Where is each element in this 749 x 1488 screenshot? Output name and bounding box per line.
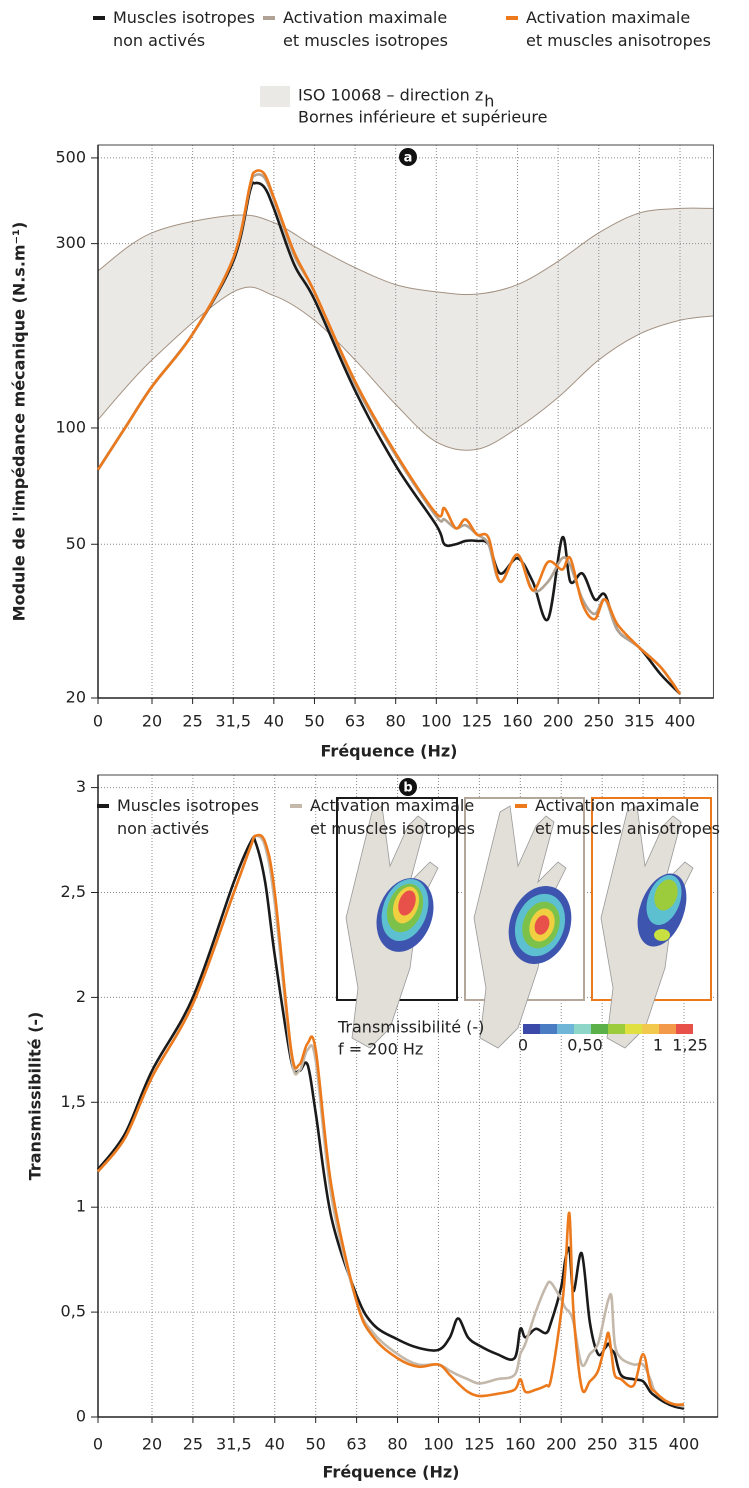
x-tick-label: 250: [583, 712, 614, 731]
y-tick-label: 0: [76, 1407, 86, 1426]
x-tick-label: 80: [386, 712, 406, 731]
x-tick-label: 0: [93, 1435, 103, 1454]
x-tick-label: 50: [304, 712, 324, 731]
x-tick-label: 80: [387, 1435, 407, 1454]
x-tick-label: 200: [543, 712, 574, 731]
y-tick-label: 50: [66, 534, 86, 553]
colorbar-label: 1: [653, 1036, 663, 1055]
y-tick-label: 0,5: [61, 1302, 86, 1321]
legend-label: ISO 10068 – direction z: [298, 86, 483, 105]
x-tick-label: 20: [142, 1435, 162, 1454]
x-tick-label: 315: [628, 1435, 659, 1454]
band-area: [98, 208, 713, 450]
x-tick-label: 0: [93, 712, 103, 731]
x-tick-label: 50: [306, 1435, 326, 1454]
x-tick-label: 160: [502, 712, 533, 731]
x-tick-label: 160: [505, 1435, 536, 1454]
colorbar-label: 0,50: [567, 1036, 603, 1055]
panel-label: b: [403, 781, 412, 796]
x-tick-label: 63: [345, 712, 365, 731]
x-tick-label: 31,5: [216, 1435, 252, 1454]
legend-label: Bornes inférieure et supérieure: [298, 108, 547, 127]
y-axis-label: Transmissibilité (-): [26, 1012, 45, 1181]
x-tick-label: 400: [669, 1435, 700, 1454]
colorbar-label: 1,25: [672, 1036, 708, 1055]
y-tick-label: 1: [76, 1197, 86, 1216]
inset-title: Transmissibilité (-): [337, 1018, 484, 1037]
x-tick-label: 40: [264, 712, 284, 731]
x-tick-label: 100: [421, 712, 452, 731]
y-tick-label: 2: [76, 987, 86, 1006]
legend-swatch: [260, 86, 290, 107]
y-tick-label: 300: [55, 233, 86, 252]
x-tick-label: 200: [546, 1435, 577, 1454]
x-tick-label: 400: [665, 712, 696, 731]
colorbar-label: 0: [518, 1036, 528, 1055]
inset-frequency: f = 200 Hz: [338, 1040, 423, 1059]
x-axis-label: Fréquence (Hz): [321, 742, 458, 761]
x-tick-label: 315: [624, 712, 655, 731]
x-tick-label: 100: [423, 1435, 454, 1454]
y-tick-label: 20: [66, 688, 86, 707]
x-tick-label: 25: [182, 712, 202, 731]
colorbar: [523, 1024, 693, 1034]
x-tick-label: 63: [346, 1435, 366, 1454]
y-tick-label: 500: [55, 147, 86, 166]
y-tick-label: 100: [55, 417, 86, 436]
x-tick-label: 20: [142, 712, 162, 731]
y-tick-label: 1,5: [61, 1092, 86, 1111]
x-tick-label: 250: [587, 1435, 618, 1454]
x-tick-label: 40: [265, 1435, 285, 1454]
x-tick-label: 31,5: [215, 712, 251, 731]
y-axis-label: Module de l'impédance mécanique (N.s.m⁻¹…: [10, 222, 29, 622]
page: 00,5011,25ISO 10068 – direction zhBornes…: [0, 0, 749, 1484]
y-tick-label: 2,5: [61, 882, 86, 901]
panel-label: a: [404, 151, 413, 166]
x-tick-label: 125: [464, 1435, 495, 1454]
y-tick-label: 3: [76, 777, 86, 796]
x-axis-label: Fréquence (Hz): [323, 1463, 460, 1482]
x-tick-label: 125: [462, 712, 493, 731]
x-tick-label: 25: [183, 1435, 203, 1454]
